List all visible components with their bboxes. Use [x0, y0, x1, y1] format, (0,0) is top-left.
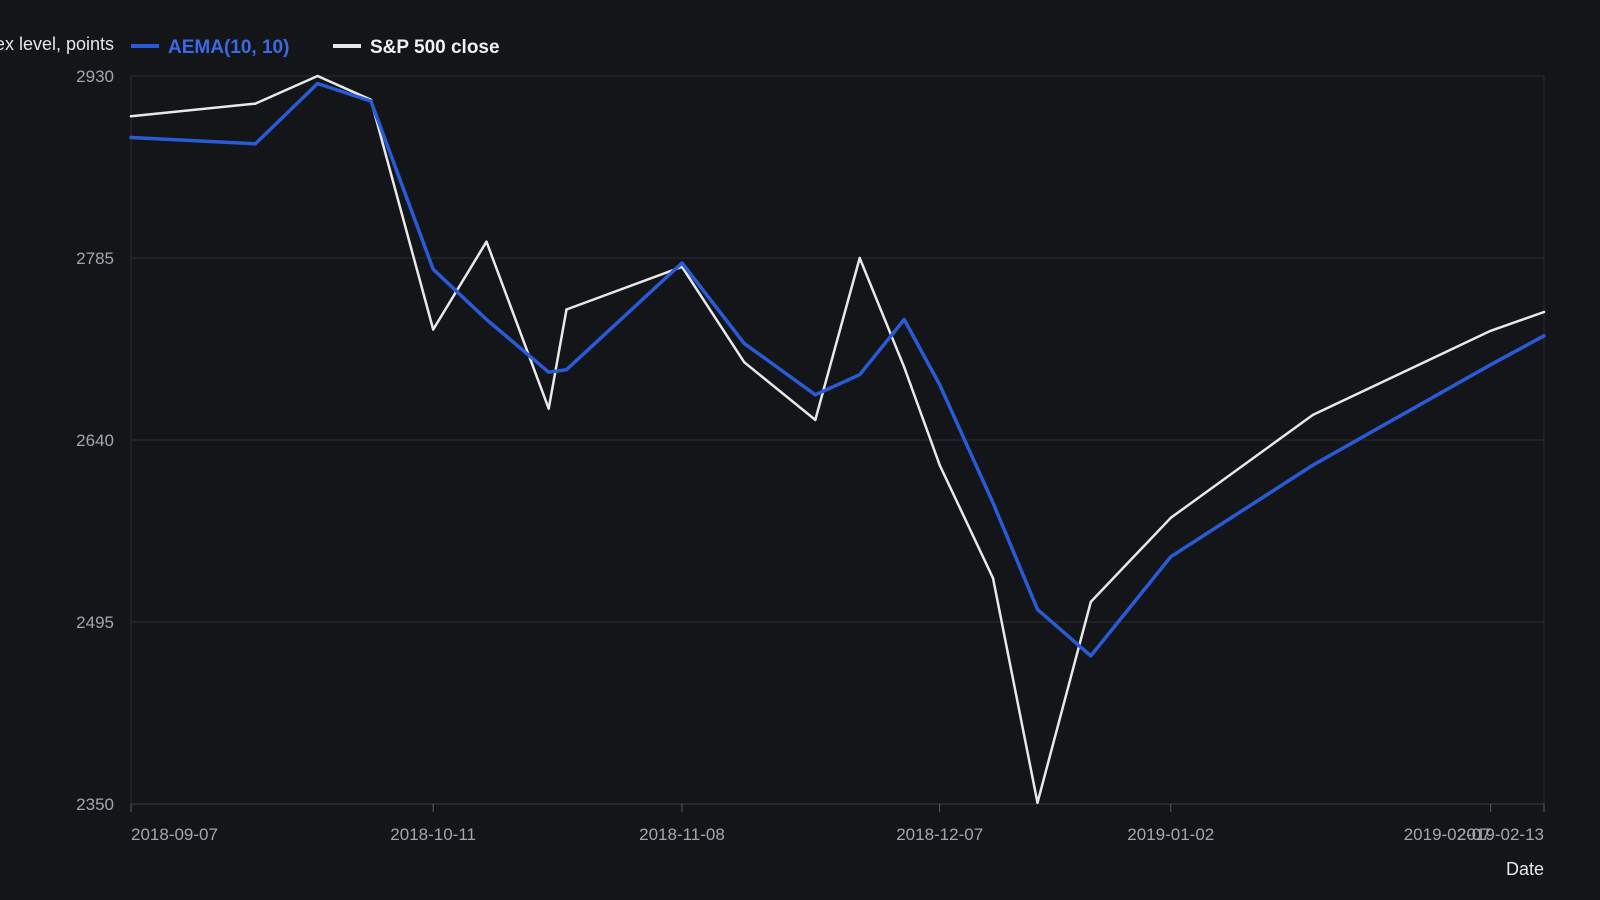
data-point: [1089, 600, 1092, 604]
data-point: [938, 383, 941, 386]
data-point: [1169, 555, 1172, 558]
data-point: [316, 82, 319, 85]
y-tick-label: 2785: [76, 249, 114, 268]
data-point: [991, 576, 995, 580]
x-tick-label: 2018-10-11: [390, 825, 476, 844]
axes: 2350 2495 2640 2785 2930 2018-09-07 2018-10-11…: [76, 67, 1545, 844]
y-tick-label: 2640: [76, 431, 114, 450]
data-point: [129, 114, 133, 118]
data-point: [1542, 334, 1546, 338]
data-point: [1489, 329, 1492, 332]
x-tick-label: 2019-01-02: [1127, 825, 1214, 844]
data-point: [431, 268, 435, 271]
x-tick-label: 2018-12-07: [896, 825, 983, 844]
x-tick-label: 2018-11-08: [639, 825, 725, 844]
data-point: [858, 256, 861, 260]
data-point: [1311, 413, 1315, 417]
data-point: [991, 501, 995, 504]
data-point: [902, 318, 906, 321]
y-tick-label: 2495: [76, 613, 114, 632]
data-point: [814, 393, 817, 397]
x-tick-label: 2018-09-07: [131, 825, 218, 844]
data-point: [129, 136, 133, 139]
series-line-1: [129, 74, 1546, 804]
data-point: [547, 407, 550, 410]
data-point: [1489, 363, 1492, 366]
data-point: [1036, 801, 1039, 804]
legend: AEMA(10, 10) S&P 500 close: [131, 37, 500, 58]
data-point: [316, 74, 319, 78]
data-point: [1169, 516, 1172, 520]
x-axis-title: Date: [1506, 859, 1544, 879]
data-point: [485, 318, 488, 321]
data-point: [1036, 608, 1039, 611]
series-line-0: [129, 81, 1546, 658]
data-point: [814, 418, 817, 422]
data-point: [938, 463, 941, 467]
data-point: [547, 371, 550, 374]
data-point: [1311, 463, 1315, 467]
data-point: [742, 360, 746, 364]
data-point: [565, 368, 568, 371]
data-point: [254, 102, 257, 105]
data-point: [1542, 310, 1546, 314]
data-point: [565, 308, 568, 311]
data-point: [254, 142, 257, 145]
series-lines: [129, 74, 1546, 804]
x-tick-label: 2019-02-13: [1457, 825, 1544, 844]
y-axis-title: Index level, points: [0, 34, 114, 54]
data-point: [431, 328, 435, 331]
data-point: [1089, 654, 1092, 658]
legend-label-0: AEMA(10, 10): [168, 37, 289, 58]
y-tick-label: 2350: [76, 795, 114, 814]
legend-label-1: S&P 500 close: [370, 37, 500, 58]
x-tick-label: 2019-02-07: [1404, 825, 1491, 844]
data-point: [680, 261, 684, 265]
data-point: [742, 342, 746, 345]
data-point: [902, 366, 906, 369]
y-tick-label: 2930: [76, 67, 114, 86]
grid: [130, 75, 1545, 805]
data-point: [485, 240, 488, 243]
data-point: [369, 99, 373, 103]
data-point: [858, 373, 861, 376]
